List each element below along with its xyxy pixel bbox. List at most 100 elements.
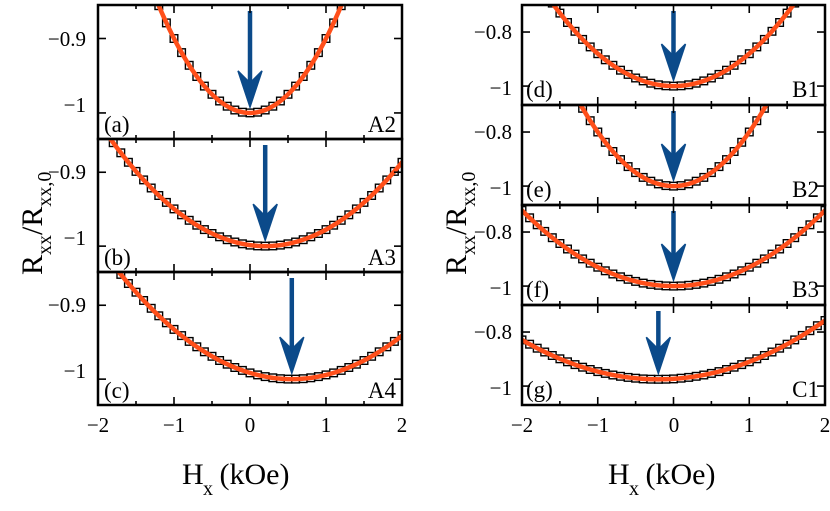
panel-d-marker <box>790 5 800 8</box>
panel-d-marker <box>555 8 565 18</box>
right-yaxis-title: Rxx/Rxx,0 <box>440 172 480 275</box>
panel-d-fit-line <box>550 5 797 89</box>
panel-e-marker <box>783 61 791 69</box>
panel-a-marker <box>275 96 285 106</box>
panel-e-marker <box>616 155 626 165</box>
panel-c-marker <box>123 279 133 289</box>
panel-c-fit-line <box>115 272 402 382</box>
panel-b-marker <box>374 183 384 193</box>
svg-text:x: x <box>629 478 639 500</box>
panel-a-marker <box>207 89 217 99</box>
right-figure: −0.8 −1 (d) B1 −0.8 −1 (e) B2 −0.8 −1 (f… <box>440 3 830 500</box>
panel-c-min-arrow <box>279 278 305 376</box>
panel-c-sample: A4 <box>368 378 397 403</box>
panel-b-fit-line <box>107 139 402 249</box>
panel-b-marker <box>389 166 399 176</box>
svg-text:H: H <box>182 458 204 491</box>
panel-d-marker <box>759 34 769 44</box>
panel-c-ytick-bottom: −1 <box>64 359 86 383</box>
panel-d-ytick-top: −0.8 <box>474 20 512 44</box>
right-xtick-neg1: −1 <box>587 413 609 437</box>
panel-f-marker <box>812 213 822 223</box>
panel-e-marker <box>729 146 739 156</box>
panel-b-marker <box>131 166 141 176</box>
panel-b-marker <box>359 197 369 207</box>
panel-a-sample: A2 <box>368 112 396 137</box>
panel-g-sample: C1 <box>792 377 819 402</box>
svg-text:(kOe): (kOe) <box>638 458 715 491</box>
panel-e-marker <box>541 26 549 34</box>
panel-e-marker <box>776 76 784 84</box>
panel-d-marker <box>752 42 762 52</box>
panel-c-marker <box>397 331 402 341</box>
panel-f: −0.8 −1 (f) B3 <box>474 203 827 307</box>
panel-b-marker <box>351 204 361 214</box>
panel-e-label: (e) <box>526 177 552 202</box>
panel-d-ytick-bottom: −1 <box>490 76 512 100</box>
panel-c-ytick-top: −0.9 <box>48 293 86 317</box>
panel-c-marker <box>146 303 156 313</box>
panel-b-min-arrow <box>252 145 278 243</box>
panel-d-marker <box>563 18 573 28</box>
panel-g: −0.8 −1 (g) C1 <box>474 303 827 407</box>
panel-b-ytick-bottom: −1 <box>64 226 86 250</box>
panel-a-marker <box>291 81 301 91</box>
panel-e-ytick-top: −0.8 <box>474 120 512 144</box>
panel-d-marker <box>737 55 747 65</box>
panel-g-fit-line <box>522 318 825 382</box>
panel-e-marker <box>600 137 610 147</box>
panel-f-fit-line <box>522 208 825 289</box>
panel-a-marker <box>283 89 293 99</box>
panel-e-marker <box>722 155 732 165</box>
panel-g-ytick-top: −0.8 <box>474 320 512 344</box>
left-yaxis-title: Rxx/Rxx,0 <box>16 172 56 275</box>
panel-e-marker <box>791 44 799 52</box>
panel-a-ytick-bottom: −1 <box>64 93 86 117</box>
panel-a-marker <box>215 96 225 106</box>
panel-b-marker <box>123 157 133 167</box>
panel-b-marker <box>139 175 149 185</box>
panel-b-marker <box>169 204 179 214</box>
panel-d-marker <box>570 26 580 36</box>
panel-d-marker <box>782 8 792 18</box>
panel-b-ytick-top: −0.9 <box>48 160 86 184</box>
panel-c-marker <box>139 296 149 306</box>
panel-f-min-arrow <box>660 211 687 283</box>
panel-d-marker <box>600 55 610 65</box>
panel-b-marker <box>146 183 156 193</box>
panel-a-min-arrow <box>237 11 263 110</box>
panel-e-marker <box>623 162 633 172</box>
panel-b-marker <box>367 190 377 200</box>
panel-c: −0.9 −1 (c) A4 <box>48 270 404 407</box>
panel-b-marker <box>108 139 118 148</box>
panel-c-frame <box>96 270 404 407</box>
panel-b-marker <box>382 175 392 185</box>
panel-d-marker <box>547 5 557 8</box>
panel-b-label: (b) <box>104 245 131 270</box>
panel-e-marker <box>608 146 618 156</box>
panel-c-marker <box>116 272 126 279</box>
panel-f-marker <box>820 205 825 215</box>
panel-g-label: (g) <box>526 377 553 402</box>
panel-c-marker <box>154 311 164 321</box>
panel-c-label: (c) <box>104 378 130 403</box>
panel-e-marker <box>737 137 747 147</box>
left-xtick-1: 1 <box>321 413 332 437</box>
panel-e: −0.8 −1 (e) B2 <box>474 26 827 207</box>
svg-text:H: H <box>608 458 630 491</box>
right-xtick-neg2: −2 <box>511 413 533 437</box>
left-figure: −0.9 −1 (a) A2 −0.9 −1 (b) A3 −0.9 −1 (c… <box>16 3 408 500</box>
panel-a-fit-line <box>156 5 344 116</box>
right-xtick-0: 0 <box>669 413 680 437</box>
panel-e-sample: B2 <box>792 177 819 202</box>
panel-d-label: (d) <box>526 77 553 102</box>
left-xtick-2: 2 <box>397 413 408 437</box>
panel-b-marker <box>161 197 171 207</box>
panel-d-marker <box>585 42 595 52</box>
panel-d-sample: B1 <box>792 77 819 102</box>
panel-c-marker <box>131 287 141 297</box>
panel-f-ytick-top: −0.8 <box>474 220 512 244</box>
left-xaxis-title: H x (kOe) <box>182 458 289 500</box>
panel-b: −0.9 −1 (b) A3 <box>48 137 404 274</box>
svg-text:x: x <box>203 478 213 500</box>
